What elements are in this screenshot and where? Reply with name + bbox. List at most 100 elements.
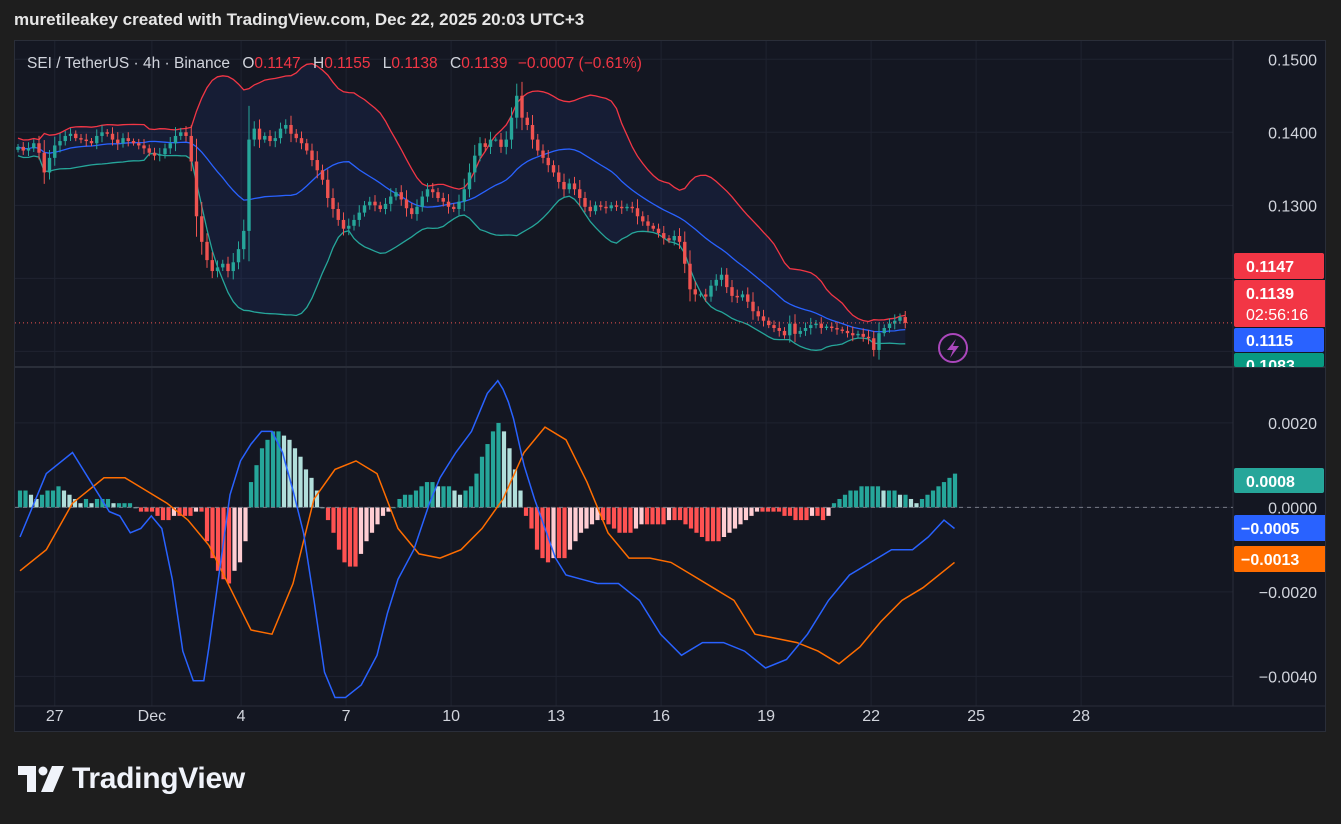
- macd-histogram-bar-139[interactable]: [782, 507, 787, 516]
- candle-body-87[interactable]: [473, 155, 477, 173]
- macd-histogram-bar-44[interactable]: [259, 448, 265, 508]
- macd-histogram-bar-141[interactable]: [793, 507, 798, 521]
- candle-body-91[interactable]: [494, 139, 498, 141]
- macd-histogram-bar-146[interactable]: [820, 507, 826, 521]
- candle-body-71[interactable]: [389, 196, 393, 204]
- candle-body-64[interactable]: [352, 219, 356, 226]
- macd-histogram-bar-71[interactable]: [408, 494, 413, 508]
- macd-histogram-bar-143[interactable]: [804, 507, 809, 521]
- macd-histogram-bar-11[interactable]: [78, 503, 83, 508]
- candle-body-121[interactable]: [651, 225, 655, 229]
- macd-histogram-bar-83[interactable]: [474, 473, 479, 508]
- candle-body-166[interactable]: [887, 323, 892, 329]
- macd-histogram-bar-40[interactable]: [237, 507, 243, 563]
- macd-histogram-bar-105[interactable]: [595, 507, 600, 521]
- macd-histogram-bar-164[interactable]: [919, 498, 925, 508]
- macd-histogram-bar-67[interactable]: [386, 507, 391, 512]
- macd-histogram-bar-118[interactable]: [666, 507, 672, 521]
- candle-body-74[interactable]: [404, 199, 409, 209]
- candle-body-17[interactable]: [105, 132, 109, 134]
- macd-histogram-bar-100[interactable]: [567, 507, 573, 550]
- macd-histogram-bar-170[interactable]: [952, 473, 958, 508]
- macd-histogram-bar-132[interactable]: [743, 507, 749, 521]
- candle-body-112[interactable]: [604, 206, 608, 209]
- candle-body-59[interactable]: [326, 179, 330, 199]
- macd-histogram-bar-120[interactable]: [677, 507, 683, 521]
- candle-body-103[interactable]: [557, 172, 561, 182]
- macd-signal-line[interactable]: [19, 426, 955, 665]
- candle-body-3[interactable]: [32, 143, 36, 149]
- candle-body-0[interactable]: [16, 146, 20, 150]
- macd-histogram-bar-147[interactable]: [826, 507, 831, 516]
- macd-histogram-bar-59[interactable]: [342, 507, 347, 563]
- candle-body-72[interactable]: [394, 192, 398, 197]
- candle-body-75[interactable]: [410, 208, 414, 215]
- candle-body-107[interactable]: [578, 189, 582, 199]
- candle-body-33[interactable]: [189, 135, 193, 162]
- macd-histogram-bar-66[interactable]: [380, 507, 386, 516]
- candle-body-50[interactable]: [278, 128, 283, 139]
- macd-histogram-bar-82[interactable]: [468, 486, 474, 508]
- candle-body-146[interactable]: [782, 330, 787, 336]
- candle-body-29[interactable]: [168, 143, 172, 149]
- macd-histogram-bar-87[interactable]: [496, 422, 501, 508]
- macd-histogram-bar-70[interactable]: [402, 494, 408, 508]
- macd-histogram-bar-129[interactable]: [727, 507, 732, 533]
- candle-body-41[interactable]: [231, 262, 235, 272]
- candle-body-126[interactable]: [677, 236, 682, 242]
- macd-histogram-bar-72[interactable]: [413, 490, 419, 508]
- candle-body-2[interactable]: [26, 148, 31, 151]
- candle-body-137[interactable]: [735, 295, 739, 298]
- candle-body-123[interactable]: [662, 233, 666, 239]
- macd-histogram-bar-45[interactable]: [265, 439, 270, 508]
- candle-body-51[interactable]: [284, 124, 288, 129]
- macd-histogram-bar-28[interactable]: [171, 507, 177, 516]
- candle-body-152[interactable]: [814, 323, 818, 326]
- candle-body-6[interactable]: [47, 157, 52, 173]
- macd-histogram-bar-0[interactable]: [17, 490, 23, 508]
- macd-histogram-bar-140[interactable]: [787, 507, 793, 516]
- macd-histogram-bar-29[interactable]: [177, 507, 182, 516]
- candle-body-96[interactable]: [520, 95, 524, 118]
- candle-body-77[interactable]: [420, 196, 424, 207]
- macd-histogram-bar-91[interactable]: [518, 490, 523, 508]
- bollinger-upper-band[interactable]: [17, 63, 906, 323]
- candle-body-162[interactable]: [866, 336, 871, 339]
- macd-histogram-bar-98[interactable]: [556, 507, 562, 559]
- candle-body-1[interactable]: [21, 146, 25, 151]
- macd-histogram-bar-109[interactable]: [617, 507, 622, 533]
- macd-histogram-bar-84[interactable]: [479, 456, 485, 508]
- candle-body-130[interactable]: [698, 294, 703, 296]
- macd-histogram-bar-36[interactable]: [215, 507, 221, 571]
- macd-histogram-bar-149[interactable]: [837, 498, 842, 508]
- candle-body-124[interactable]: [667, 238, 671, 241]
- macd-histogram-bar-133[interactable]: [749, 507, 754, 516]
- candle-body-135[interactable]: [725, 274, 729, 288]
- macd-histogram-bar-152[interactable]: [853, 490, 859, 508]
- candle-body-115[interactable]: [620, 206, 624, 209]
- candle-body-148[interactable]: [793, 323, 797, 334]
- macd-histogram-bar-73[interactable]: [419, 486, 424, 508]
- candle-body-60[interactable]: [331, 198, 335, 209]
- candle-body-149[interactable]: [798, 330, 802, 334]
- candle-body-31[interactable]: [179, 132, 183, 136]
- macd-histogram-bar-56[interactable]: [325, 507, 331, 521]
- candle-body-7[interactable]: [53, 145, 57, 158]
- candle-body-15[interactable]: [95, 135, 99, 144]
- candle-body-156[interactable]: [835, 328, 839, 330]
- candle-body-12[interactable]: [79, 138, 83, 140]
- macd-histogram-bar-144[interactable]: [809, 507, 815, 516]
- macd-histogram-bar-127[interactable]: [716, 507, 721, 542]
- candle-body-35[interactable]: [200, 216, 204, 242]
- candle-body-122[interactable]: [656, 228, 661, 234]
- candle-body-145[interactable]: [777, 328, 781, 331]
- candle-body-94[interactable]: [509, 117, 514, 140]
- macd-histogram-bar-130[interactable]: [732, 507, 738, 529]
- candle-body-54[interactable]: [299, 138, 304, 144]
- candle-body-4[interactable]: [37, 143, 41, 153]
- candle-body-159[interactable]: [851, 333, 855, 336]
- macd-histogram-bar-93[interactable]: [529, 507, 534, 529]
- macd-histogram-bar-63[interactable]: [364, 507, 369, 542]
- macd-histogram-bar-134[interactable]: [754, 507, 760, 512]
- candle-body-53[interactable]: [294, 133, 298, 139]
